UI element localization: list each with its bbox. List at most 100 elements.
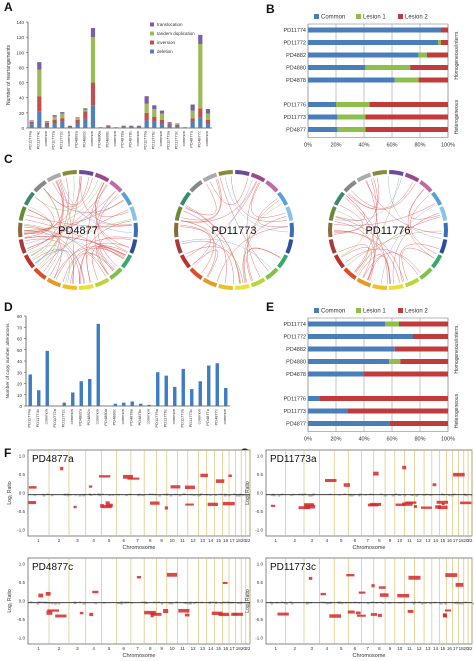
ring-segment [179,191,191,206]
bar-inversion [83,111,88,119]
cn-noise [158,495,161,497]
cn-segment [444,609,451,612]
y-tick-label: 0.0 [257,599,264,604]
cn-segment [270,504,276,507]
bar-inversion [60,118,65,122]
cn-noise [394,493,398,495]
x-tick-label: 10 [397,646,403,651]
panel-b-chart: Common Lesion 1 Lesion 2 0% 20% 40% 60% 80% 100%… [283,14,460,149]
x-tick-label: 17 [453,646,459,651]
circos-link [408,189,441,220]
cn-noise [220,602,224,605]
cn-noise [290,602,294,605]
bar-deletion [75,123,80,128]
bar-inversion [136,125,142,127]
x-tick-label: 6 [123,538,126,543]
ring-segment [218,170,233,176]
y-tick-label: -1.0 [17,636,25,641]
x-tick-label: 9 [389,538,392,543]
cn-segment [402,502,413,506]
ring-segment [277,254,289,269]
x-tick-label: 2 [58,646,61,651]
cn-noise [226,601,230,603]
circos-link [180,180,257,223]
y-tick-label: 0.5 [257,472,264,477]
circos-link [354,216,441,273]
cn-segment [367,503,379,507]
cn-segment [215,479,225,483]
row-label: PD11774 [283,322,306,328]
x-tick-label: 0% [304,143,312,149]
circos-link [181,240,235,285]
bar-inversion [198,108,203,118]
cn-noise [320,601,324,603]
circos-link [334,230,400,283]
bar-Lesion-1 [365,65,411,70]
circos-link [388,175,442,239]
y-axis-label: Log₂ Ratio [245,589,251,613]
row-label: PD4878 [286,372,306,378]
ring-segment [235,170,250,176]
cn-noise [160,603,164,605]
x-tick-label: 22 [468,646,474,651]
ring-segment [404,277,420,288]
y-tick-label: 0.0 [257,491,264,496]
ring-segment [277,191,289,206]
circos-link [407,189,435,259]
cn-noise [181,493,185,496]
y-axis-label: Log₂ Ratio [7,481,13,505]
cn-plot-title: PD11773a [270,454,317,465]
x-tick-label: common [145,409,150,424]
ring-segment [202,277,218,288]
ring-segment [250,172,266,183]
bar-inversion [144,112,149,121]
circos-link [344,197,375,281]
legend-swatch [398,308,403,313]
ring-segment [109,267,123,280]
circos-title: PD11776 [365,225,410,237]
x-tick-label: common [181,131,186,146]
cn-noise [270,603,274,605]
x-tick-label: 14 [433,646,439,651]
y-axis-label: Log₂ Ratio [245,481,251,505]
cn-noise [199,493,203,495]
ring-segment [431,254,443,269]
bar-deletion [29,124,34,128]
bar-Lesion-1 [337,114,366,120]
y-tick-label: 0.5 [19,472,26,477]
cn-noise [244,494,248,497]
bar-Lesion-2 [413,334,448,339]
row-label: PD4882 [286,347,306,353]
panel-label-e: E [266,300,275,314]
circos-link [380,204,436,284]
bar-Common [308,421,390,426]
x-tick-label: 18 [459,646,465,651]
circos-link [79,176,132,226]
x-tick-label: PD4877c [213,409,218,425]
x-tick-label: 15 [440,538,446,543]
bar [62,402,66,406]
cn-segment [373,471,379,476]
x-tick-label: 18 [236,538,242,543]
circos-link [24,219,124,259]
cn-noise [280,601,284,603]
bar-tandem-duplication [159,113,165,120]
circos-link [30,180,64,257]
panel-label-f: F [4,446,12,460]
ring-segment [356,172,372,183]
y-tick-label: 0 [21,126,24,131]
y-tick-label: 60 [17,337,23,342]
bar-inversion [29,121,34,125]
x-tick-label: 13 [425,646,431,651]
x-tick-label: 7 [366,646,369,651]
y-tick-label: 0 [19,404,22,409]
x-tick-label: 13 [425,538,431,543]
bar-deletion [44,124,50,128]
cn-segment [79,611,84,615]
bar-deletion [98,127,103,128]
bar [198,381,202,406]
cn-segment [329,614,342,618]
ring-segment [62,170,77,176]
circos-link [244,216,287,283]
